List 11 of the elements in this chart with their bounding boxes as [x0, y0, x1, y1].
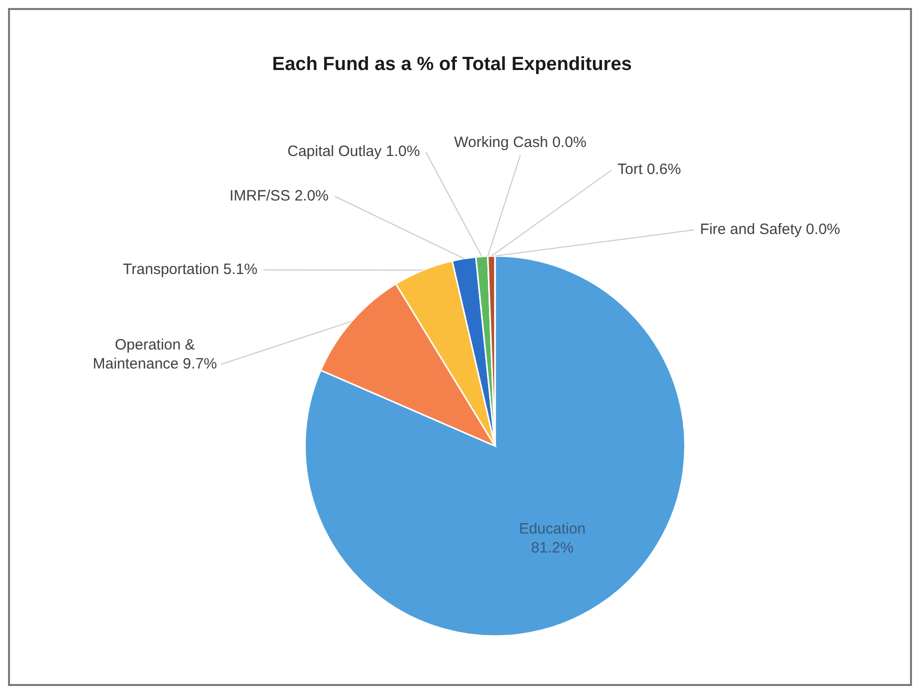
slice-label: Tort 0.6% [618, 161, 681, 178]
slice-label: Operation & Maintenance 9.7% [92, 336, 218, 372]
category-label: Fire and Safety 0.0% [700, 220, 840, 238]
data-label: 81.2% [531, 539, 574, 556]
slice-label: Transportation 5.1% [122, 260, 258, 278]
slice-label: Capital Outlay 1.0% [287, 143, 420, 160]
slice-label: IMRF/SS 2.0% [229, 187, 329, 204]
category-label: Working Cash 0.0% [454, 134, 586, 152]
pie-slice [304, 255, 686, 636]
chart-title: Each Fund as a % of Total Expenditures [272, 54, 632, 75]
slice-label: Education [518, 520, 586, 538]
